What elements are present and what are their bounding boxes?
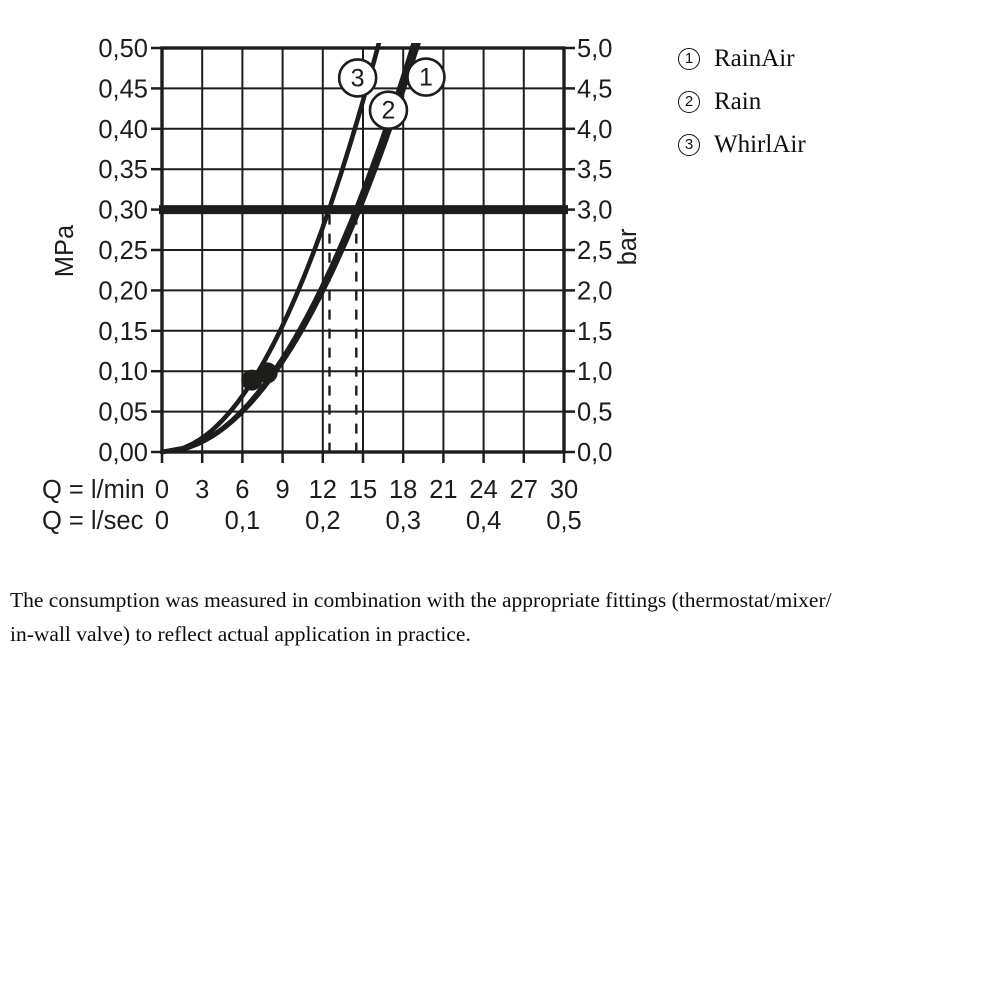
legend-number-1-icon: 1 [678,47,700,70]
x-axis-row2-title: Q = l/sec [42,507,144,535]
curve-label-number-2: 2 [382,97,396,125]
x-axis-lmin-label: 24 [469,476,497,504]
left-axis-label: 0,35 [98,156,148,184]
left-axis-label: 0,20 [98,277,148,305]
footnote-line-1: The consumption was measured in combinat… [10,588,832,612]
x-axis-lmin-label: 12 [309,476,337,504]
measured-point-dot [256,362,278,384]
right-axis-label: 5,0 [577,35,612,63]
legend-item-whirlair: 3 WhirlAir [678,130,806,158]
curve-label-circle-2 [368,90,409,131]
left-axis-label: 0,25 [98,237,148,265]
right-axis-label: 4,0 [577,116,612,144]
curve-label-circle-1 [406,57,446,97]
left-axis-label: 0,10 [98,358,148,386]
right-axis-label: 0,0 [577,439,612,467]
x-axis-lmin-label: 21 [429,476,457,504]
legend-label-whirlair: WhirlAir [714,130,806,158]
curve-label-number-1: 1 [419,64,433,92]
legend-label-rain: Rain [714,87,762,115]
left-axis-label: 0,00 [98,439,148,467]
x-axis-lsec-label: 0,3 [385,507,420,535]
x-axis-lmin-label: 15 [349,476,377,504]
pressure-flow-chart: 1230,500,450,400,350,300,250,200,150,100… [42,35,642,535]
right-axis-unit-bar: bar [614,228,642,265]
left-axis-label: 0,40 [98,116,148,144]
right-axis-label: 3,5 [577,156,612,184]
x-axis-lsec-label: 0 [155,507,169,535]
right-axis-label: 2,0 [577,277,612,305]
footnote: The consumption was measured in combinat… [10,584,985,651]
x-axis-lmin-label: 6 [235,476,249,504]
legend-number-3-icon: 3 [678,133,700,156]
right-axis-label: 3,0 [577,197,612,225]
x-axis-lsec-label: 0,1 [225,507,260,535]
left-axis-label: 0,30 [98,197,148,225]
left-axis-unit-mpa: MPa [51,224,79,277]
x-axis-lmin-label: 27 [510,476,538,504]
x-axis-lsec-label: 0,4 [466,507,501,535]
x-axis-lmin-label: 3 [195,476,209,504]
right-axis-label: 4,5 [577,75,612,103]
legend-item-rainair: 1 RainAir [678,44,806,72]
legend-label-rainair: RainAir [714,44,795,72]
plot-border [160,46,566,454]
legend-item-rain: 2 Rain [678,87,806,115]
x-axis-lmin-label: 30 [550,476,578,504]
legend: 1 RainAir 2 Rain 3 WhirlAir [678,44,806,175]
x-axis-row1-title: Q = l/min [42,476,145,504]
right-axis-label: 0,5 [577,399,612,427]
x-axis-lmin-label: 18 [389,476,417,504]
x-axis-lmin-label: 0 [155,476,169,504]
left-axis-label: 0,05 [98,399,148,427]
right-axis-label: 1,0 [577,358,612,386]
footnote-line-2: in-wall valve) to reflect actual applica… [10,621,471,646]
x-axis-lsec-label: 0,5 [546,507,581,535]
left-axis-label: 0,15 [98,318,148,346]
curve-label-number-3: 3 [351,64,365,92]
left-axis-label: 0,45 [98,75,148,103]
right-axis-label: 2,5 [577,237,612,265]
x-axis-lmin-label: 9 [276,476,290,504]
x-axis-lsec-label: 0,2 [305,507,340,535]
legend-number-2-icon: 2 [678,90,700,113]
curve-label-circle-3 [337,58,378,98]
left-axis-label: 0,50 [98,35,148,63]
right-axis-label: 1,5 [577,318,612,346]
